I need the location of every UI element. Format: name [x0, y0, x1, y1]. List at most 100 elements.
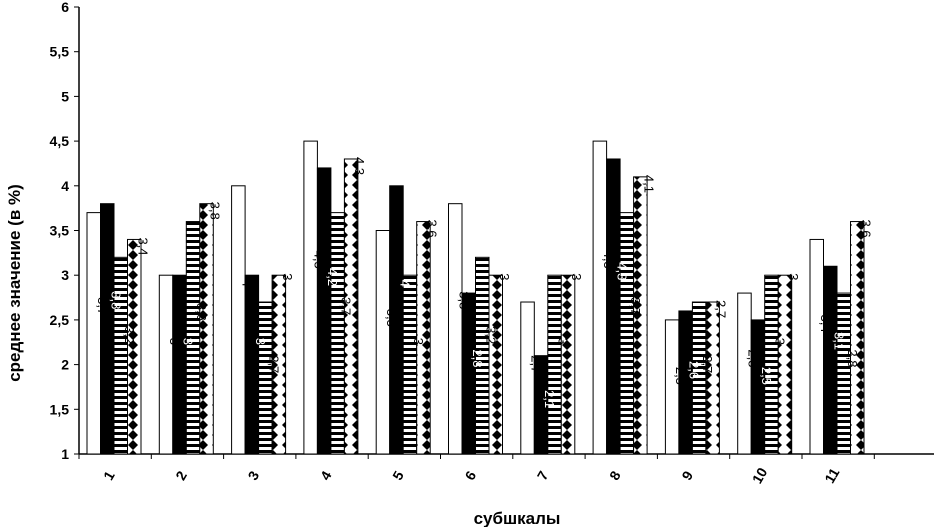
data-label: 3	[569, 273, 584, 280]
bar	[86, 212, 101, 455]
data-label: 3,5	[384, 309, 399, 327]
data-label: 3,7	[339, 297, 354, 315]
y-axis-title: среднее значение (в %)	[5, 184, 24, 382]
data-label: 4,2	[325, 268, 340, 286]
data-label: 4,5	[312, 251, 327, 269]
data-label: 3	[772, 338, 787, 345]
x-tick-label: 11	[821, 465, 842, 486]
bar	[520, 301, 535, 455]
x-tick-label: 8	[606, 468, 624, 483]
bar	[750, 319, 766, 455]
y-tick-label: 3,5	[50, 223, 70, 239]
bar	[488, 274, 503, 455]
y-tick-label: 5,5	[50, 44, 70, 60]
data-label: 3,8	[208, 202, 223, 220]
data-label: 3	[253, 338, 268, 345]
bar	[850, 221, 865, 455]
data-label: 2,6	[687, 361, 702, 379]
bar	[172, 274, 187, 455]
data-label: 2,5	[759, 367, 774, 385]
data-label: 3,2	[483, 326, 498, 344]
bar	[127, 238, 142, 455]
bar	[258, 301, 273, 455]
data-label: 3	[167, 338, 182, 345]
bar	[592, 140, 608, 455]
data-label: 3	[556, 338, 571, 345]
x-axis-title: субшкалы	[474, 509, 561, 527]
data-label: 3,2	[122, 326, 137, 344]
y-tick-label: 1	[61, 446, 69, 462]
data-label: 2,5	[673, 367, 688, 385]
bar	[764, 274, 779, 455]
data-label: 3,6	[194, 303, 209, 321]
data-label: 3,4	[135, 237, 150, 255]
bar	[343, 158, 359, 455]
data-label: 4,5	[601, 251, 616, 269]
bar	[823, 265, 838, 455]
data-label: 2,8	[745, 349, 760, 367]
data-label: 3,1	[831, 332, 846, 350]
x-tick-label: 2	[172, 468, 190, 483]
bar	[416, 221, 431, 455]
bar	[199, 203, 214, 455]
data-label: 2,1	[542, 390, 557, 408]
bar	[547, 274, 562, 455]
x-tick-label: 4	[317, 468, 335, 483]
data-label: 3	[497, 273, 512, 280]
x-tick-label: 9	[678, 468, 696, 483]
y-tick-label: 2	[61, 357, 69, 373]
y-tick-label: 2,5	[50, 312, 70, 328]
bar	[836, 292, 851, 455]
plot-area: 1 1,5 2 2,5 3 3,5 4 4,5 5 5,5 6 1 2 3 4 5 6 7 8 9 10 11 3,7 3 4 4…	[50, 0, 934, 486]
bar	[402, 274, 418, 455]
data-label: 3	[786, 273, 801, 280]
data-label: 3,7	[628, 297, 643, 315]
bar	[619, 212, 635, 455]
data-label: 3,4	[818, 315, 833, 333]
data-label: 3	[181, 338, 196, 345]
bar	[271, 274, 287, 455]
bar	[705, 301, 720, 455]
y-tick-label: 3	[61, 267, 69, 283]
y-tick-label: 4,5	[50, 133, 70, 149]
bar	[158, 274, 174, 455]
data-label: 2,8	[845, 349, 860, 367]
data-label: 2,7	[529, 355, 544, 373]
data-label: 4,3	[352, 157, 367, 175]
data-label: 4,3	[614, 262, 629, 280]
bar	[809, 238, 824, 455]
x-tick-label: 7	[534, 468, 552, 483]
data-label: 3,6	[424, 220, 439, 238]
data-label: 2,7	[700, 355, 715, 373]
bar	[113, 256, 128, 455]
bar	[330, 212, 345, 455]
y-tick-label: 4	[61, 178, 69, 194]
bar	[633, 176, 648, 455]
data-label: 3,8	[108, 291, 123, 309]
x-tick-label: 6	[461, 468, 479, 483]
y-tick-label: 6	[61, 0, 69, 15]
bar	[231, 185, 246, 455]
x-tick-label: 3	[245, 468, 263, 483]
bar	[375, 230, 391, 455]
data-label: 4	[239, 280, 254, 287]
data-label: 4,1	[641, 175, 656, 193]
bar	[244, 274, 260, 455]
bar	[100, 203, 115, 455]
y-tick-label: 1,5	[50, 401, 70, 417]
data-label: 3,7	[95, 297, 110, 315]
data-label: 2,7	[266, 355, 281, 373]
data-label: 3,8	[456, 291, 471, 309]
data-label: 2,7	[714, 300, 729, 318]
bar	[737, 292, 752, 455]
data-label: 4	[397, 280, 412, 287]
x-tick-label: 5	[389, 468, 407, 483]
data-label: 3	[280, 273, 295, 280]
bar	[606, 158, 621, 455]
bar	[316, 167, 332, 455]
bar	[664, 319, 680, 455]
bar	[448, 203, 463, 455]
x-tick-label: 1	[100, 468, 118, 483]
y-tick-label: 5	[61, 88, 69, 104]
